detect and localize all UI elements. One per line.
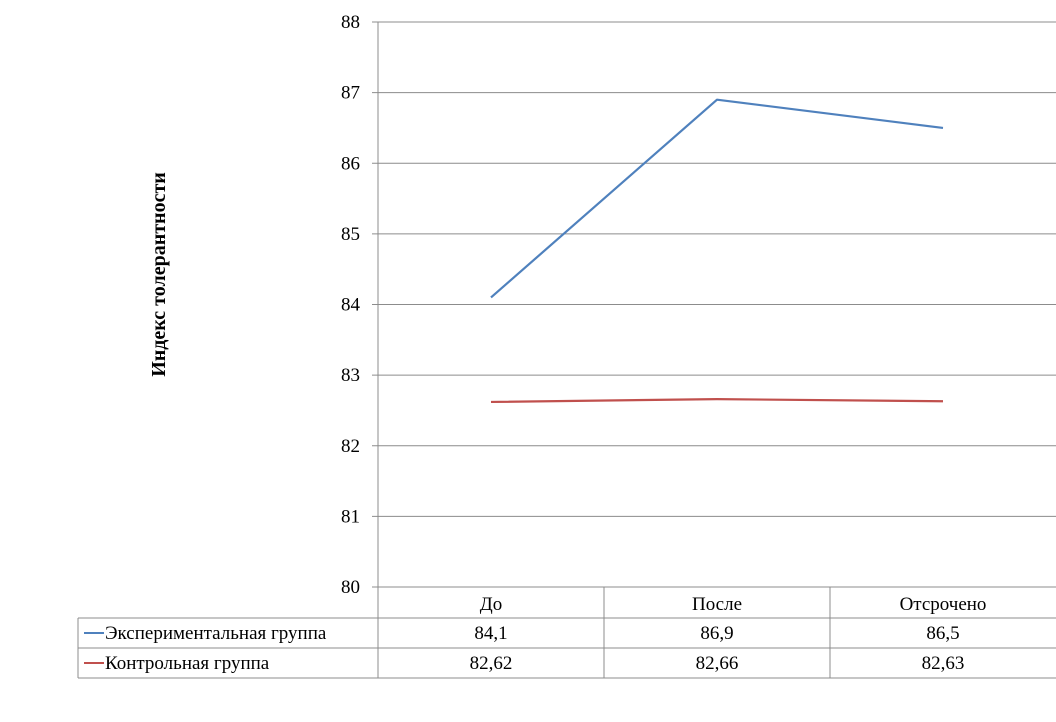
- y-axis-label: Индекс толерантности: [148, 172, 170, 377]
- table-cell-value: 84,1: [474, 623, 507, 644]
- y-tick-label: 88: [341, 12, 360, 33]
- y-axis-ticks: 80 81 82 83 84 85 86 87 88: [341, 12, 361, 598]
- y-tick-label: 81: [341, 506, 360, 527]
- table-cell-value: 82,63: [922, 653, 965, 674]
- data-table: До После Отсрочено Экспериментальная группа…: [77, 586, 1056, 679]
- x-category-label: До: [480, 594, 502, 615]
- y-tick-label: 83: [341, 365, 360, 386]
- series-line: [490, 98, 944, 299]
- series-lines: [490, 98, 944, 404]
- y-tick-label: 87: [341, 83, 360, 104]
- legend-label: Контрольная группа: [105, 653, 270, 674]
- y-tick-label: 85: [341, 224, 360, 245]
- y-tick-label: 82: [341, 436, 360, 457]
- y-tick-label: 80: [341, 577, 360, 598]
- legend-label: Экспериментальная группа: [105, 623, 327, 644]
- x-category-label: После: [692, 594, 742, 615]
- x-category-label: Отсрочено: [900, 594, 987, 615]
- table-cell-value: 82,66: [696, 653, 739, 674]
- series-line: [490, 398, 944, 404]
- table-cell-value: 82,62: [470, 653, 513, 674]
- table-cell-value: 86,9: [700, 623, 733, 644]
- gridlines: [372, 21, 1056, 588]
- y-tick-label: 84: [341, 295, 361, 316]
- table-cell-value: 86,5: [926, 623, 959, 644]
- y-tick-label: 86: [341, 153, 360, 174]
